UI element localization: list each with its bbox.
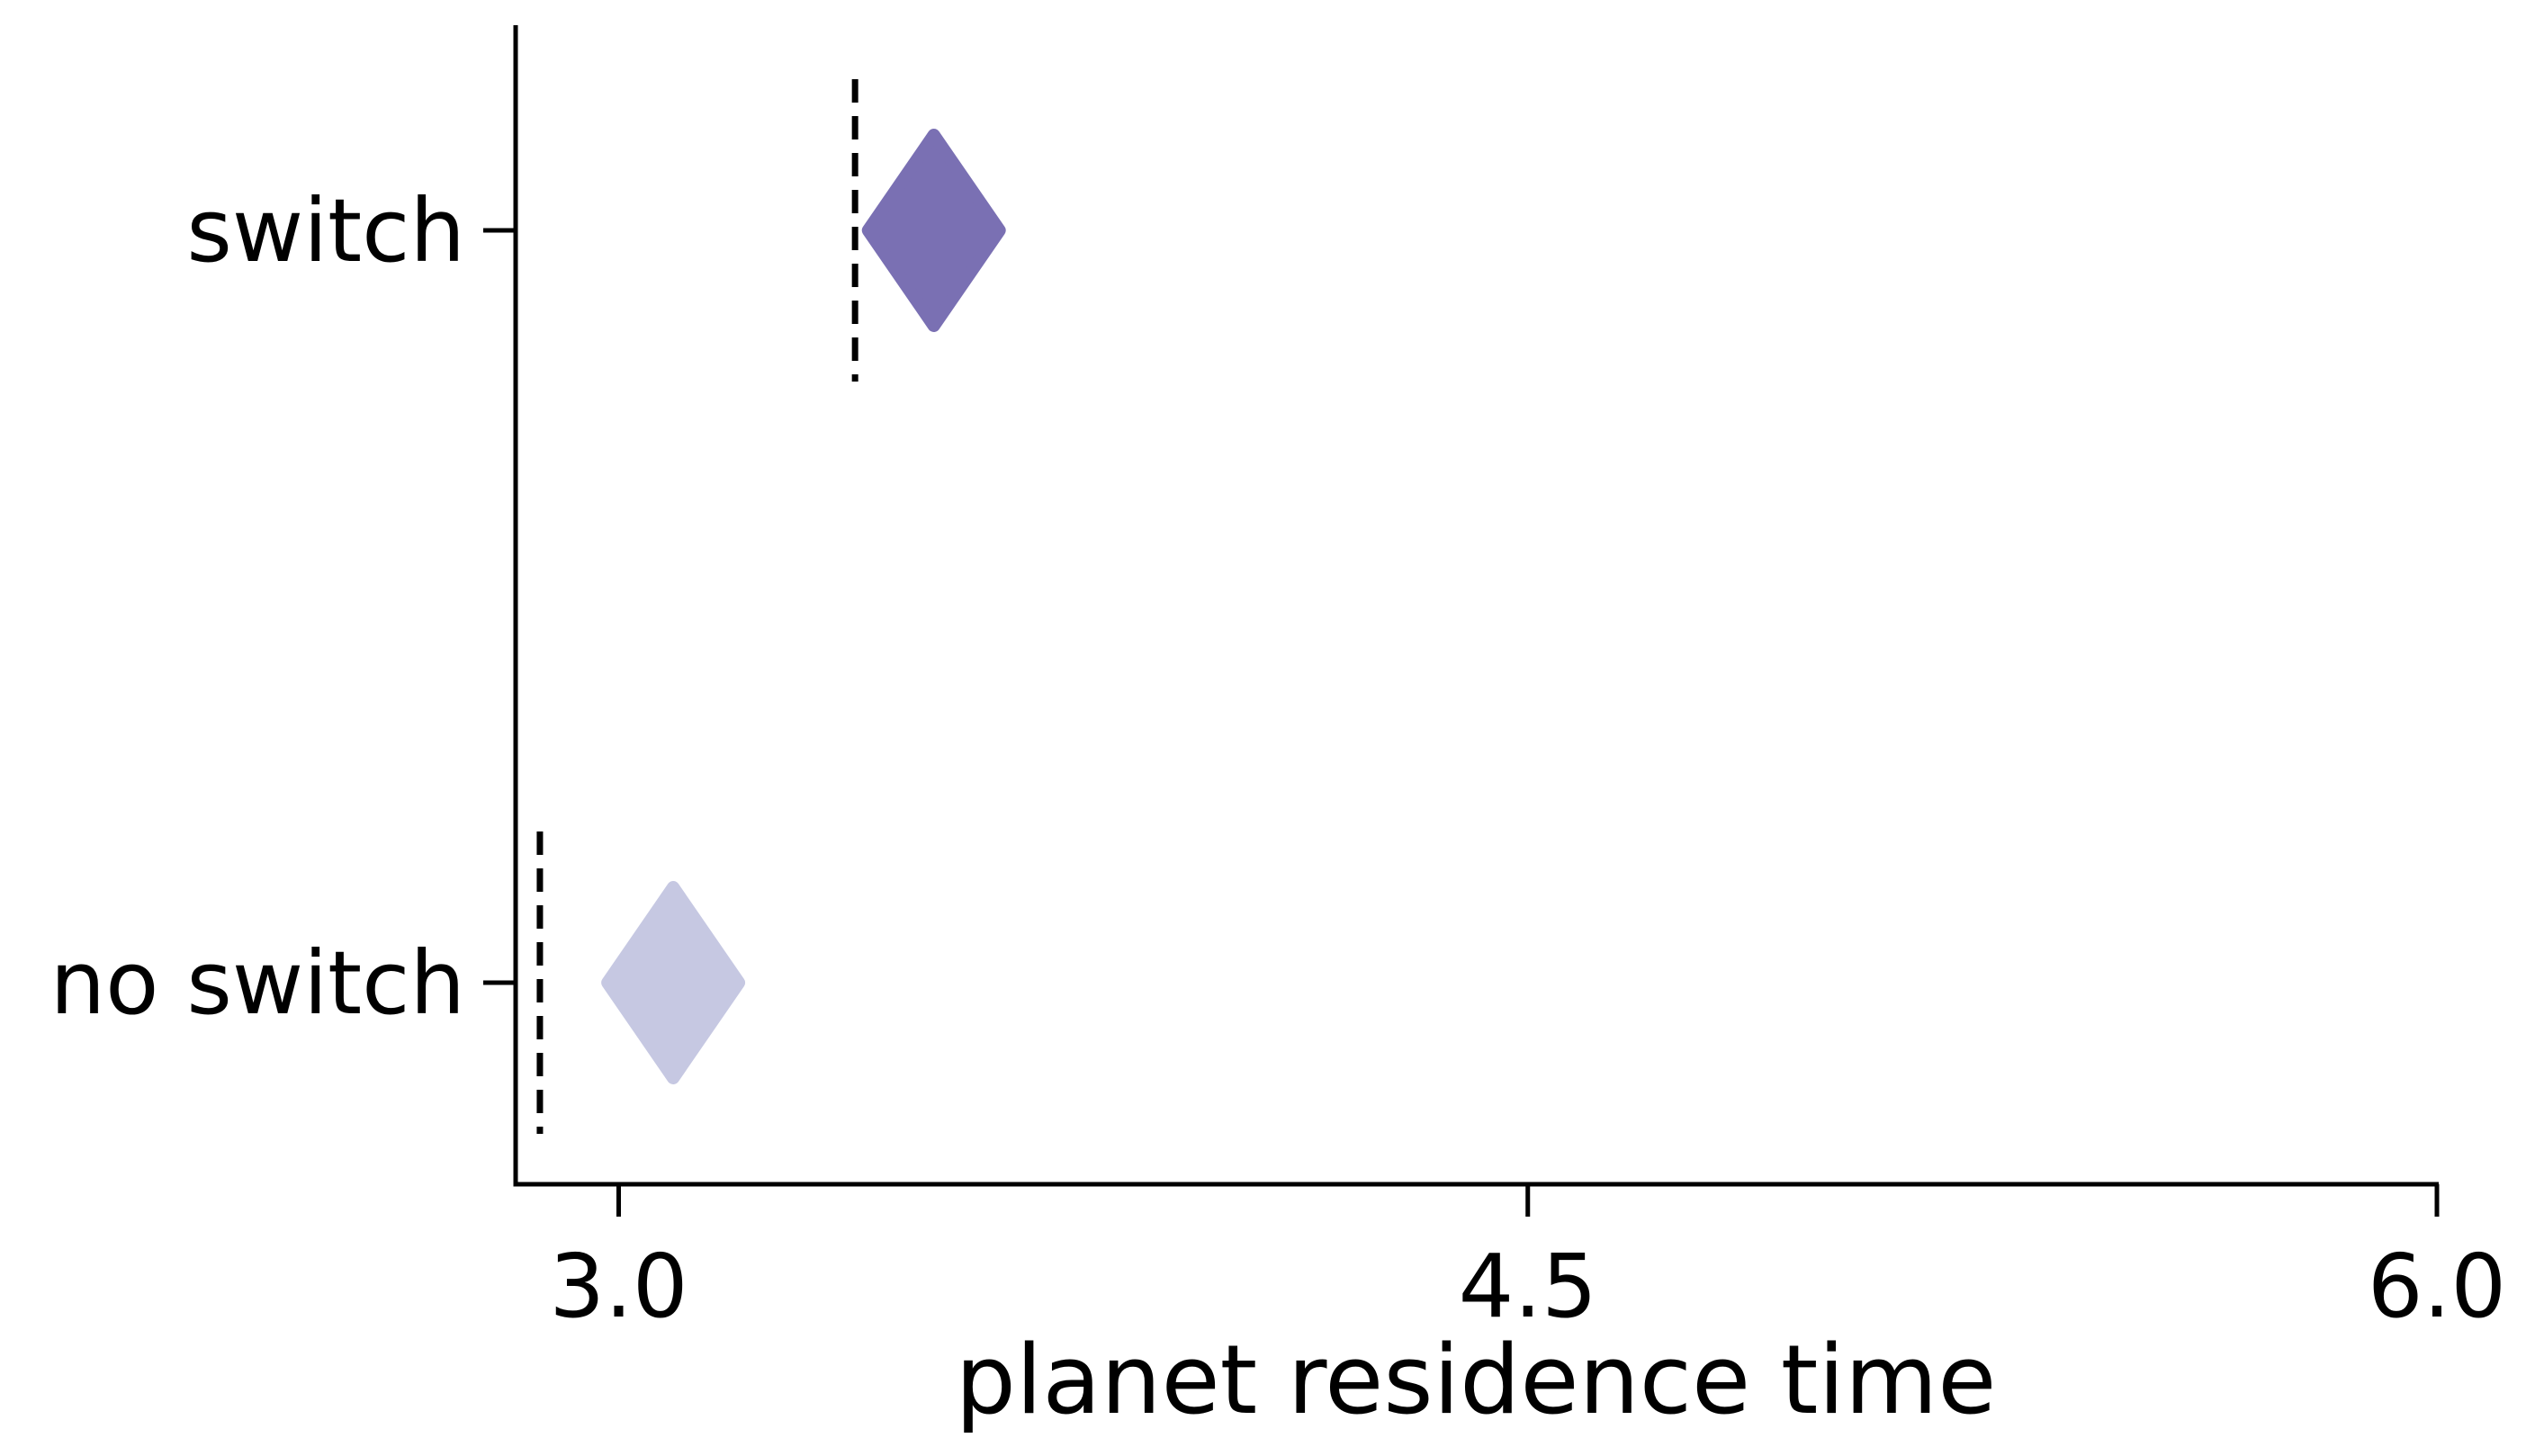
x-ticks: 3.0 4.5 6.0 [549, 1184, 2506, 1337]
y-tick-label-no-switch: no switch [50, 932, 465, 1034]
axes [513, 25, 2439, 1187]
x-tick-label-4-5: 4.5 [1459, 1236, 1597, 1337]
data-points [601, 129, 1006, 1084]
reference-lines [536, 79, 858, 1134]
diamond-marker-no-switch [601, 881, 746, 1084]
y-tick-label-switch: switch [186, 180, 465, 282]
diamond-marker-switch [861, 129, 1006, 332]
x-tick-label-3-0: 3.0 [549, 1236, 688, 1337]
x-tick-label-6-0: 6.0 [2368, 1236, 2506, 1337]
x-axis-label: planet residence time [956, 1325, 1997, 1435]
y-ticks: switch no switch [50, 180, 516, 1034]
